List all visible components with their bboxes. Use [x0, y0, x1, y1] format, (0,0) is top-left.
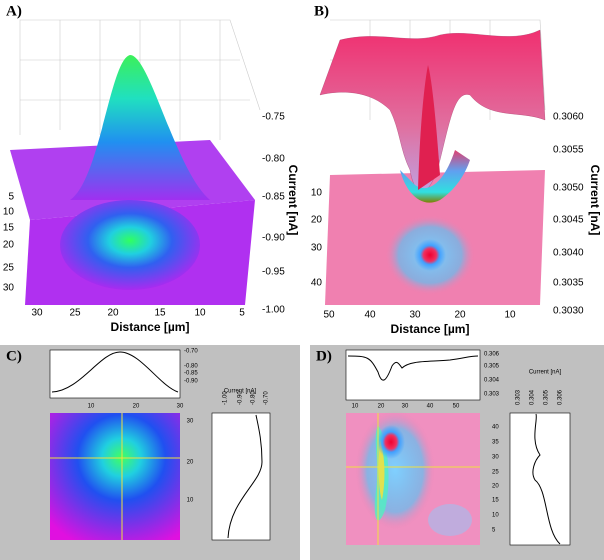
- profile-y-tick: 0.305: [484, 364, 500, 370]
- z-tick-label: -0.90: [262, 233, 285, 244]
- y-tick-label: 30: [3, 283, 15, 294]
- profile-y-tick: -0.90: [184, 379, 198, 385]
- map-y-tick: 20: [187, 460, 194, 466]
- z-tick-label: 0.3040: [553, 248, 584, 259]
- map-y-tick: 35: [492, 440, 499, 446]
- side-profile-tick: -0.70: [264, 391, 270, 405]
- profile-x-tick: 30: [402, 404, 409, 410]
- z-axis-title: Current [nA]: [588, 165, 602, 236]
- side-profile-tick: 0.305: [544, 389, 550, 405]
- profile-y-tick: 0.306: [484, 352, 500, 358]
- z-tick-label: 0.3035: [553, 278, 584, 289]
- panel-label: A): [6, 3, 22, 19]
- y-tick-label: 20: [3, 240, 15, 251]
- side-profile-tick: 0.304: [530, 389, 536, 405]
- y-tick-label: 25: [3, 263, 15, 274]
- x-tick-label: 25: [69, 308, 81, 319]
- z-tick-label: 0.3050: [553, 183, 584, 194]
- side-profile-tick: 0.303: [516, 389, 522, 405]
- z-tick-label: 0.3055: [553, 145, 584, 156]
- profile-x-tick: 10: [352, 404, 359, 410]
- profile-y-tick: -0.85: [184, 371, 198, 377]
- profile-y-tick: 0.304: [484, 378, 500, 384]
- profile-x-tick: 40: [427, 404, 434, 410]
- panel-label: B): [314, 3, 329, 19]
- y-tick-label: 15: [3, 223, 15, 234]
- z-tick-label: -0.80: [262, 154, 285, 165]
- side-profile-tick: 0.306: [558, 389, 564, 405]
- profile-x-tick: 30: [177, 404, 184, 410]
- y-tick-label: 10: [311, 188, 323, 199]
- map-y-tick: 10: [187, 498, 194, 504]
- z-tick-label: 0.3030: [553, 306, 584, 317]
- profile-y-tick: -0.70: [184, 349, 198, 355]
- profile-x-tick: 20: [133, 404, 140, 410]
- profile-y-tick: -0.80: [184, 364, 198, 370]
- profile-x-tick: 50: [453, 404, 460, 410]
- z-tick-label: 0.3045: [553, 215, 584, 226]
- map-y-tick: 10: [492, 513, 499, 519]
- panel-c: [0, 345, 300, 560]
- y-tick-label: 20: [311, 215, 323, 226]
- x-tick-label: 10: [194, 308, 206, 319]
- z-tick-label: -1.00: [262, 305, 285, 316]
- x-tick-label: 10: [504, 310, 516, 321]
- y-tick-label: 10: [3, 207, 15, 218]
- panel-d: [310, 345, 604, 560]
- x-axis-title: Distance [µm]: [391, 322, 470, 336]
- x-tick-label: 15: [154, 308, 166, 319]
- panel-b-surface: [319, 19, 546, 305]
- y-tick-label: 5: [8, 192, 14, 203]
- profile-y-title: Current [nA]: [529, 370, 562, 376]
- y-tick-label: 40: [311, 278, 323, 289]
- x-tick-label: 20: [454, 310, 466, 321]
- profile-y-title: Current [nA]: [224, 389, 257, 395]
- panel-label: D): [316, 348, 332, 364]
- side-profile-tick: -0.80: [251, 391, 257, 405]
- map-y-tick: 20: [492, 484, 499, 490]
- side-profile-tick: -0.90: [238, 391, 244, 405]
- z-tick-label: -0.85: [262, 192, 285, 203]
- x-tick-label: 5: [239, 308, 245, 319]
- z-tick-label: 0.3060: [553, 112, 584, 123]
- panel-a-surface: [10, 19, 261, 305]
- profile-x-tick: 20: [378, 404, 385, 410]
- profile-y-tick: 0.303: [484, 392, 500, 398]
- map-y-tick: 30: [187, 419, 194, 425]
- x-tick-label: 20: [107, 308, 119, 319]
- map-y-tick: 5: [492, 528, 496, 534]
- x-tick-label: 30: [409, 310, 421, 321]
- z-tick-label: -0.95: [262, 267, 285, 278]
- z-tick-label: -0.75: [262, 112, 285, 123]
- y-tick-label: 30: [311, 243, 323, 254]
- x-tick-label: 50: [323, 310, 335, 321]
- side-profile-tick: -1.00: [223, 391, 229, 405]
- map-y-tick: 40: [492, 425, 499, 431]
- panel-label: C): [6, 348, 22, 364]
- map-y-tick: 15: [492, 498, 499, 504]
- x-tick-label: 40: [364, 310, 376, 321]
- z-axis-title: Current [nA]: [286, 165, 300, 236]
- x-axis-title: Distance [µm]: [111, 320, 190, 334]
- x-tick-label: 30: [31, 308, 43, 319]
- profile-x-tick: 10: [88, 404, 95, 410]
- map-y-tick: 30: [492, 455, 499, 461]
- map-y-tick: 25: [492, 470, 499, 476]
